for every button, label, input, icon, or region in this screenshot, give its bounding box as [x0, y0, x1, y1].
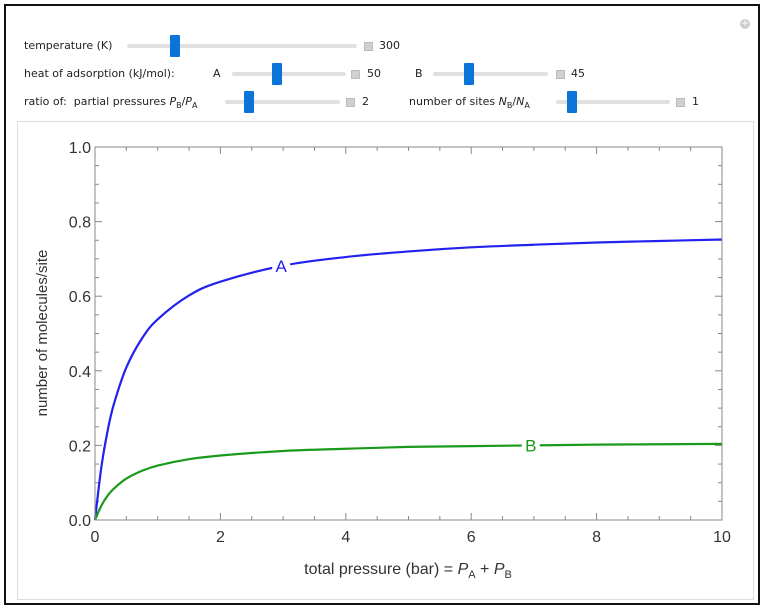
heat-b-expand-icon[interactable]: [556, 70, 565, 79]
heat-b-slider-thumb[interactable]: [464, 63, 474, 85]
heat-label: heat of adsorption (kJ/mol):: [24, 67, 175, 80]
heat-a-slider-thumb[interactable]: [272, 63, 282, 85]
y-tick-label: 0.4: [69, 364, 91, 381]
series-label-bg: [521, 435, 540, 456]
x-axis-label-text: total pressure (bar) =: [304, 561, 457, 578]
pressure-ratio-slider[interactable]: [225, 100, 340, 104]
heat-b-slider[interactable]: [433, 72, 548, 76]
heat-b-label: B: [415, 67, 423, 80]
temperature-expand-icon[interactable]: [364, 42, 373, 51]
series-label-bg: [272, 256, 291, 277]
site-ratio-text: number of sites: [409, 95, 496, 108]
temperature-slider-thumb[interactable]: [170, 35, 180, 57]
series-label-B: B: [525, 436, 536, 455]
pressure-ratio-value: 2: [362, 95, 369, 108]
temperature-label: temperature (K): [24, 39, 113, 52]
site-ratio-slider-thumb[interactable]: [567, 91, 577, 113]
pressure-sym: P: [185, 95, 192, 108]
x-tick-label: 2: [216, 529, 225, 546]
series-label-A: A: [276, 257, 288, 276]
pressure-sub: A: [191, 101, 198, 111]
pressure-ratio-text: partial pressures: [73, 95, 166, 108]
heat-a-slider[interactable]: [232, 72, 346, 76]
x-tick-label: 6: [467, 529, 476, 546]
heat-a-value: 50: [367, 67, 381, 80]
heat-a-label: A: [213, 67, 221, 80]
series-line-B: [93, 442, 723, 521]
x-tick-label: 4: [341, 529, 350, 546]
y-tick-label: 1.0: [69, 140, 91, 157]
y-axis-label: number of molecules/site: [34, 250, 51, 417]
pressure-sub: B: [176, 101, 182, 111]
x-tick-label: 0: [91, 529, 100, 546]
x-tick-label: 10: [713, 529, 731, 546]
site-sub: A: [524, 101, 530, 111]
series-line-A: [93, 238, 723, 521]
plot-frame: [94, 146, 723, 521]
site-sym: N: [516, 95, 525, 108]
heat-a-expand-icon[interactable]: [351, 70, 360, 79]
site-ratio-slider[interactable]: [556, 100, 670, 104]
x-axis-sym: P: [494, 561, 505, 578]
temperature-value: 300: [379, 39, 400, 52]
y-tick-label: 0.8: [69, 215, 91, 232]
y-tick-label: 0.6: [69, 289, 91, 306]
y-tick-label: 0.2: [69, 438, 91, 455]
site-ratio-value: 1: [692, 95, 699, 108]
site-ratio-expand-icon[interactable]: [676, 98, 685, 107]
x-axis-sym: P: [458, 561, 469, 578]
x-axis-sub: B: [504, 569, 511, 581]
temperature-slider[interactable]: [127, 44, 357, 48]
heat-b-value: 45: [571, 67, 585, 80]
site-ratio-label: number of sites NB/NA: [409, 95, 530, 111]
options-plus-icon[interactable]: +: [740, 18, 750, 29]
site-sub: B: [506, 101, 513, 111]
pressure-sym: P: [169, 95, 177, 108]
x-tick-label: 8: [592, 529, 601, 546]
site-sym: N: [498, 95, 507, 108]
x-axis-label: total pressure (bar) = PA + PB: [304, 561, 512, 581]
ratio-of-text: ratio of:: [24, 95, 67, 108]
ratio-label: ratio of: partial pressures PB/PA: [24, 95, 198, 111]
y-tick-label: 0.0: [69, 513, 91, 530]
x-axis-op: +: [476, 561, 494, 578]
x-axis-sub: A: [468, 569, 476, 581]
pressure-ratio-expand-icon[interactable]: [346, 98, 355, 107]
pressure-ratio-slider-thumb[interactable]: [244, 91, 254, 113]
